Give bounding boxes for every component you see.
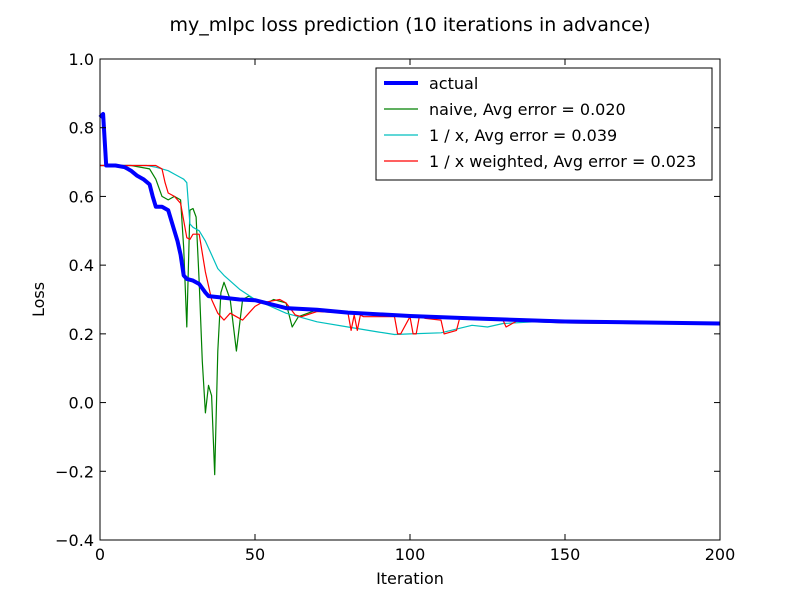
y-tick-label: −0.4 <box>55 531 94 550</box>
y-tick-label: 1.0 <box>69 50 94 69</box>
series-line-2 <box>100 164 721 336</box>
series-line-1 <box>100 164 721 476</box>
x-tick-label: 50 <box>245 545 265 564</box>
x-tick-label: 200 <box>705 545 736 564</box>
y-tick-label: 0.6 <box>69 187 94 206</box>
x-tick-label: 0 <box>95 545 105 564</box>
series-layer <box>98 112 721 476</box>
legend-label: 1 / x weighted, Avg error = 0.023 <box>429 152 696 171</box>
y-tick-label: −0.2 <box>55 462 94 481</box>
legend-label: 1 / x, Avg error = 0.039 <box>429 126 617 145</box>
x-tick-label: 150 <box>550 545 581 564</box>
y-tick-label: 0.4 <box>69 256 94 275</box>
y-tick-label: 0.0 <box>69 394 94 413</box>
ticks-layer: 0 50 100 150 200 −0.4 −0.2 0.0 0.2 0.4 0.6 0.8 1.0 <box>55 50 735 564</box>
x-tick-label: 100 <box>395 545 426 564</box>
legend-label: actual <box>429 74 478 93</box>
y-tick-label: 0.2 <box>69 325 94 344</box>
legend-label: naive, Avg error = 0.020 <box>429 100 626 119</box>
legend-box <box>375 67 713 181</box>
legend: actual naive, Avg error = 0.020 1 / x, Avg… <box>375 67 713 181</box>
x-axis-label: Iteration <box>376 569 444 588</box>
series-line-3 <box>100 164 721 335</box>
y-tick-label: 0.8 <box>69 119 94 138</box>
y-axis-label: Loss <box>29 282 48 317</box>
series-line-0 <box>98 112 721 326</box>
chart-title: my_mlpc loss prediction (10 iterations i… <box>169 14 651 36</box>
